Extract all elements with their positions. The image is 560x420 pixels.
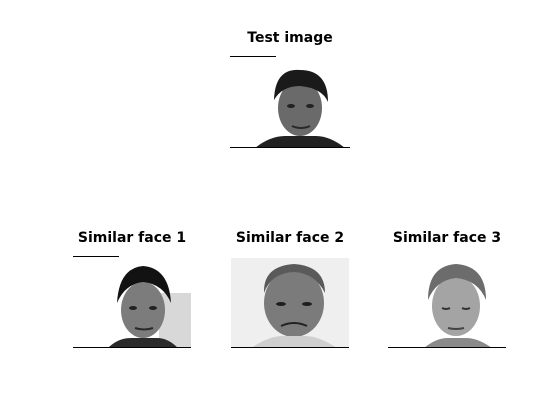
similar-face-3-title: Similar face 3 — [392, 230, 502, 246]
face-photo-icon — [231, 258, 349, 348]
test-image-title: Test image — [247, 30, 333, 46]
similar-face-1-panel: Similar face 1 — [73, 230, 191, 348]
test-image-frame — [230, 58, 350, 148]
face-photo-icon — [255, 69, 345, 148]
face-photo-icon — [108, 266, 191, 348]
similar-face-1-bottom-rule — [73, 347, 191, 348]
similar-face-1-top-rule — [73, 256, 119, 257]
similar-face-3-frame — [388, 258, 506, 348]
test-image-top-rule — [230, 56, 276, 57]
similar-face-1-frame — [73, 258, 191, 348]
test-image-panel: Test image — [230, 30, 350, 148]
similar-face-2-panel: Similar face 2 — [231, 230, 349, 348]
similar-face-3-bottom-rule — [388, 347, 506, 348]
similar-face-2-title: Similar face 2 — [235, 230, 345, 246]
similar-face-3-panel: Similar face 3 — [388, 230, 506, 348]
similar-face-1-title: Similar face 1 — [77, 230, 187, 246]
test-image-bottom-rule — [230, 147, 350, 148]
similar-face-2-frame — [231, 258, 349, 348]
face-photo-icon — [424, 264, 492, 348]
similar-face-2-bottom-rule — [231, 347, 349, 348]
